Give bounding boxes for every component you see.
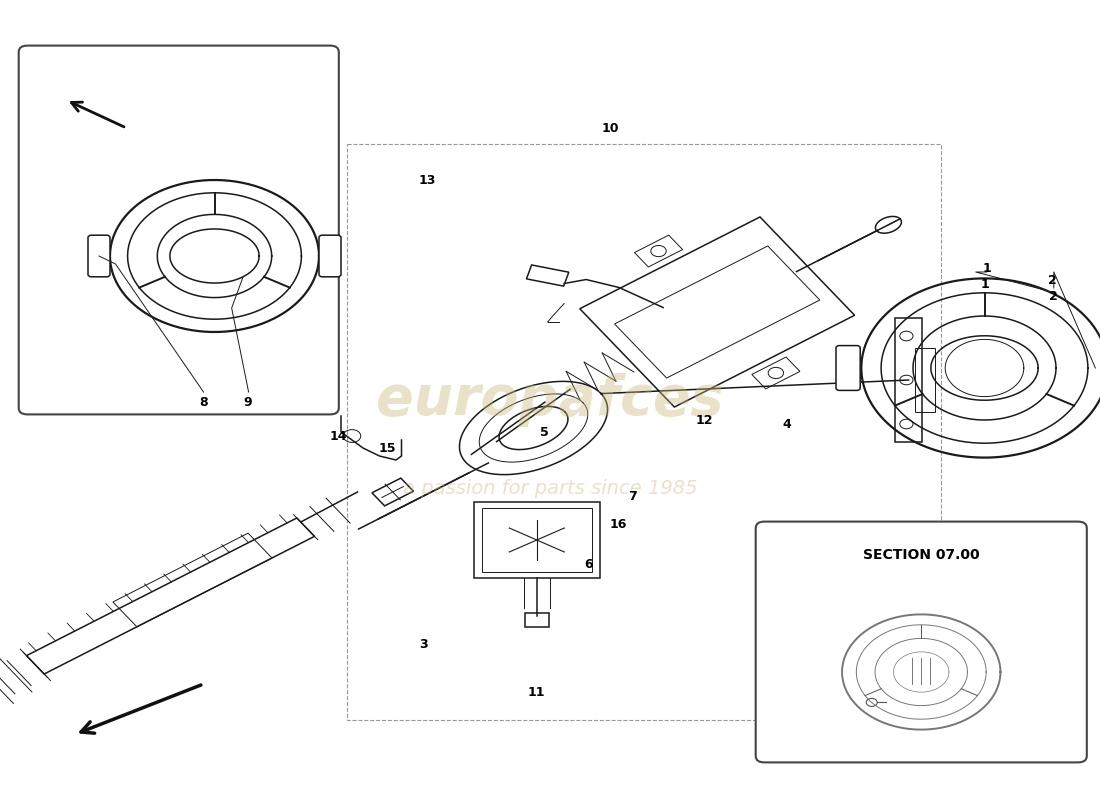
Text: 4: 4 bbox=[782, 418, 791, 430]
Text: 12: 12 bbox=[695, 414, 713, 426]
FancyBboxPatch shape bbox=[756, 522, 1087, 762]
Text: 15: 15 bbox=[378, 442, 396, 454]
Text: 2: 2 bbox=[1048, 274, 1057, 286]
Text: 7: 7 bbox=[628, 490, 637, 502]
Text: 13: 13 bbox=[418, 174, 436, 186]
Text: 5: 5 bbox=[540, 426, 549, 438]
Text: 2: 2 bbox=[1049, 290, 1058, 302]
Text: europafces: europafces bbox=[376, 373, 724, 427]
Text: 16: 16 bbox=[609, 518, 627, 530]
Text: 6: 6 bbox=[584, 558, 593, 570]
Polygon shape bbox=[26, 518, 315, 674]
Text: 10: 10 bbox=[602, 122, 619, 134]
FancyBboxPatch shape bbox=[319, 235, 341, 277]
Text: 1: 1 bbox=[982, 262, 991, 274]
Text: 9: 9 bbox=[243, 396, 252, 409]
FancyBboxPatch shape bbox=[88, 235, 110, 277]
Polygon shape bbox=[473, 502, 601, 578]
Text: 1: 1 bbox=[980, 278, 989, 290]
Text: 3: 3 bbox=[419, 638, 428, 650]
Text: 11: 11 bbox=[528, 686, 546, 698]
Polygon shape bbox=[895, 318, 922, 442]
Text: 14: 14 bbox=[330, 430, 348, 442]
Text: a passion for parts since 1985: a passion for parts since 1985 bbox=[403, 478, 697, 498]
FancyBboxPatch shape bbox=[19, 46, 339, 414]
FancyBboxPatch shape bbox=[836, 346, 860, 390]
Polygon shape bbox=[580, 217, 855, 407]
Text: 8: 8 bbox=[199, 396, 208, 409]
Text: SECTION 07.00: SECTION 07.00 bbox=[862, 548, 980, 562]
